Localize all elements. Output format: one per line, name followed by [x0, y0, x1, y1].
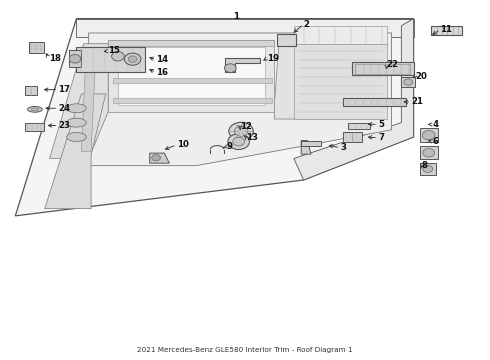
- Polygon shape: [301, 140, 321, 146]
- Circle shape: [234, 126, 248, 136]
- Polygon shape: [113, 78, 272, 83]
- Polygon shape: [76, 47, 145, 72]
- Polygon shape: [274, 40, 387, 119]
- Polygon shape: [301, 140, 311, 154]
- Polygon shape: [420, 128, 438, 142]
- Polygon shape: [294, 44, 387, 119]
- Polygon shape: [15, 19, 414, 216]
- Polygon shape: [89, 33, 392, 166]
- Polygon shape: [29, 42, 44, 53]
- Polygon shape: [351, 62, 414, 75]
- Polygon shape: [150, 153, 169, 163]
- Bar: [431, 26, 463, 35]
- Text: 20: 20: [415, 72, 427, 81]
- Text: 16: 16: [156, 68, 168, 77]
- Polygon shape: [25, 123, 44, 131]
- Text: 6: 6: [432, 137, 438, 146]
- Ellipse shape: [31, 108, 39, 111]
- Text: 1: 1: [233, 12, 239, 21]
- Circle shape: [69, 54, 81, 63]
- Text: 2021 Mercedes-Benz GLE580 Interior Trim - Roof Diagram 1: 2021 Mercedes-Benz GLE580 Interior Trim …: [137, 347, 353, 353]
- Text: 23: 23: [58, 121, 71, 130]
- Circle shape: [124, 53, 141, 65]
- Text: 10: 10: [176, 140, 189, 149]
- Text: 14: 14: [156, 55, 168, 64]
- Circle shape: [233, 137, 245, 146]
- Circle shape: [128, 56, 137, 62]
- Ellipse shape: [67, 104, 86, 113]
- Text: 24: 24: [58, 104, 71, 113]
- Text: 5: 5: [378, 120, 384, 129]
- Text: 3: 3: [340, 143, 346, 152]
- Polygon shape: [343, 132, 362, 142]
- Circle shape: [423, 148, 435, 157]
- Ellipse shape: [67, 118, 86, 127]
- Text: 8: 8: [422, 161, 428, 170]
- Polygon shape: [420, 163, 436, 175]
- Text: 15: 15: [108, 46, 120, 55]
- Polygon shape: [81, 51, 96, 151]
- Polygon shape: [76, 19, 414, 37]
- Polygon shape: [294, 26, 387, 44]
- Polygon shape: [113, 98, 272, 103]
- Polygon shape: [225, 58, 260, 72]
- Polygon shape: [69, 50, 81, 67]
- Text: 2: 2: [304, 19, 310, 28]
- Polygon shape: [25, 86, 37, 95]
- Polygon shape: [347, 123, 369, 130]
- Text: 4: 4: [432, 120, 438, 129]
- Circle shape: [423, 165, 433, 172]
- Polygon shape: [108, 40, 274, 112]
- Text: 19: 19: [267, 54, 279, 63]
- Polygon shape: [108, 40, 274, 45]
- Text: 22: 22: [387, 60, 399, 69]
- Polygon shape: [401, 77, 415, 87]
- Polygon shape: [420, 146, 438, 159]
- Circle shape: [404, 79, 413, 85]
- Circle shape: [229, 122, 253, 140]
- Polygon shape: [343, 98, 406, 107]
- Circle shape: [422, 131, 435, 140]
- Text: 9: 9: [226, 142, 232, 151]
- Polygon shape: [45, 94, 106, 209]
- Bar: [355, 64, 410, 74]
- Text: 18: 18: [49, 54, 61, 63]
- Circle shape: [224, 64, 236, 72]
- Circle shape: [228, 134, 249, 149]
- Polygon shape: [294, 19, 414, 180]
- Circle shape: [152, 154, 160, 161]
- Text: 13: 13: [246, 133, 258, 142]
- Text: 7: 7: [378, 133, 384, 142]
- Text: 17: 17: [58, 85, 71, 94]
- Text: 12: 12: [240, 122, 252, 131]
- Ellipse shape: [27, 107, 42, 112]
- Polygon shape: [49, 44, 108, 158]
- Ellipse shape: [67, 132, 86, 141]
- Text: 11: 11: [441, 25, 452, 34]
- Polygon shape: [118, 47, 265, 105]
- Circle shape: [112, 51, 124, 61]
- Text: 21: 21: [411, 97, 423, 106]
- Bar: [277, 34, 296, 45]
